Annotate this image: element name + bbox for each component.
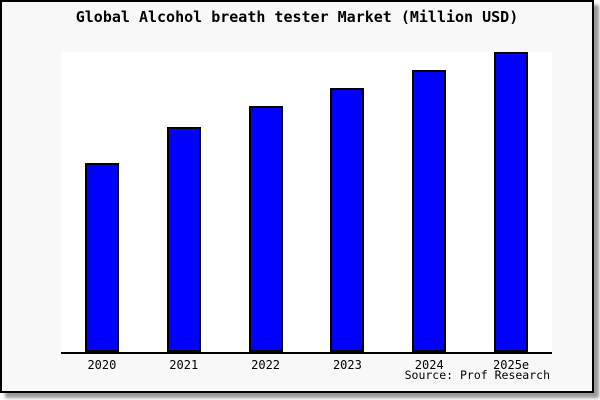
bar-2022 [248,106,283,352]
x-tick-label-2021: 2021 [169,358,199,372]
bar-2020 [84,163,119,352]
bar-2025e [494,52,529,352]
chart-title: Global Alcohol breath tester Market (Mil… [75,8,519,26]
bar-2024 [412,70,447,352]
bar-2021 [166,127,201,352]
chart-frame: Global Alcohol breath tester Market (Mil… [0,0,594,393]
plot-area [61,52,552,354]
x-tick-label-2024: 2024 [414,358,444,372]
x-tick-label-2023: 2023 [332,358,362,372]
x-tick-label-2020: 2020 [87,358,117,372]
source-note: Source: Prof Research [404,368,550,382]
x-tick-label-2025e: 2025e [493,358,530,372]
bar-2023 [330,88,365,352]
x-tick-label-2022: 2022 [251,358,281,372]
